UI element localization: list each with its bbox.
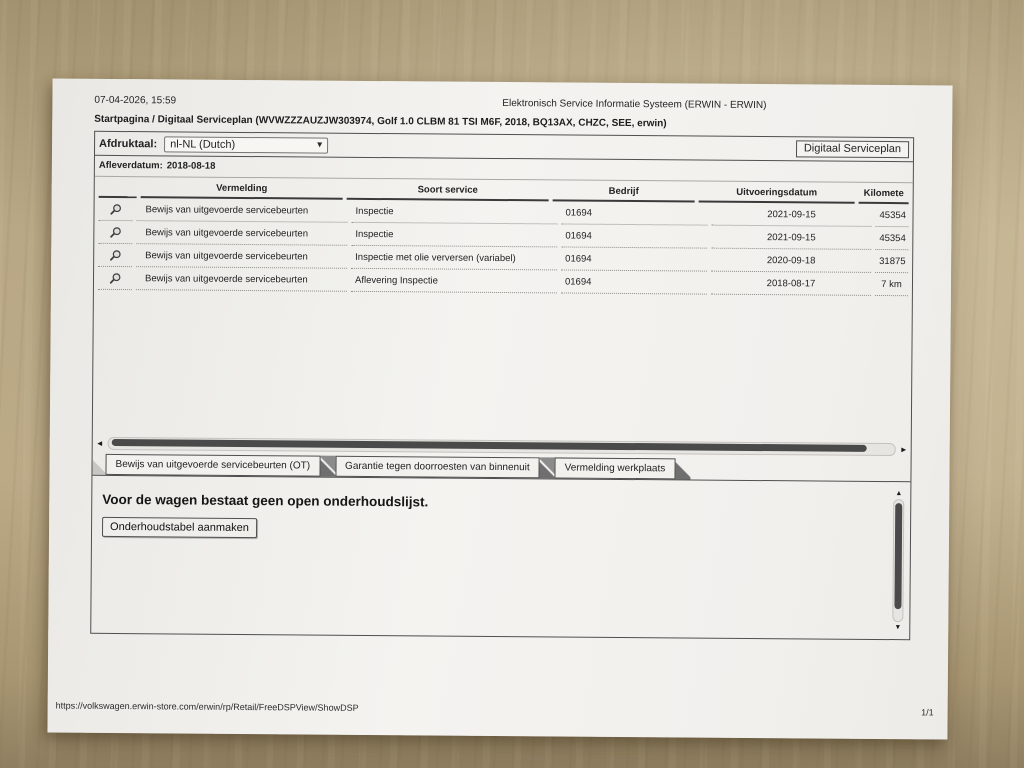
tab-separator (319, 455, 336, 477)
magnifier-icon[interactable] (109, 202, 122, 215)
print-language-label: Afdruktaal: (99, 137, 158, 150)
tab-content-panel: Voor de wagen bestaat geen open onderhou… (91, 474, 911, 640)
cell-uitvoeringsdatum: 2020-09-18 (711, 248, 872, 273)
cell-bedrijf: 01694 (560, 270, 708, 295)
cell-vermelding: Bewijs van uitgevoerde servicebeurten (135, 267, 348, 292)
vertical-scrollbar-track[interactable] (892, 499, 905, 623)
delivery-date-value: 2018-08-18 (166, 160, 216, 172)
magnifier-icon[interactable] (108, 271, 121, 284)
tab-vermelding-werkplaats[interactable]: Vermelding werkplaats (554, 457, 676, 480)
app-title: Digitaal Serviceplan (795, 140, 910, 159)
row-action-cell (97, 266, 133, 291)
print-datetime: 07-04-2026, 15:59 (94, 94, 177, 107)
cell-uitvoeringsdatum: 2021-09-15 (711, 202, 872, 227)
cell-vermelding: Bewijs van uitgevoerde servicebeurten (136, 198, 348, 223)
cell-kilometerstand: 45354 km (875, 203, 909, 228)
cell-soort-service: Inspectie (351, 222, 558, 248)
scroll-down-icon[interactable]: ▼ (894, 624, 902, 632)
chevron-down-icon: ▾ (317, 139, 323, 151)
tab-edge-decoration (675, 458, 691, 480)
horizontal-scrollbar-track[interactable] (107, 436, 896, 457)
column-header-vermelding: Vermelding (140, 177, 343, 200)
system-title: Elektronisch Service Informatie Systeem … (502, 98, 767, 112)
table-row: Bewijs van uitgevoerde servicebeurten In… (94, 197, 912, 228)
tab-label: Vermelding werkplaats (564, 462, 666, 475)
magnifier-icon[interactable] (109, 248, 122, 261)
table-row: Bewijs van uitgevoerde servicebeurten In… (94, 220, 912, 251)
magnifier-icon[interactable] (109, 225, 122, 238)
cell-kilometerstand: 31875 km (875, 249, 909, 274)
print-header: 07-04-2026, 15:59 Elektronisch Service I… (94, 95, 914, 112)
row-action-cell (98, 243, 133, 268)
tab-label: Garantie tegen doorroesten van binnenuit (345, 460, 530, 474)
tab-label: Bewijs van uitgevoerde servicebeurten (O… (115, 458, 311, 472)
scroll-up-icon[interactable]: ▲ (895, 490, 903, 498)
tab-separator (539, 457, 555, 479)
print-language-value: nl-NL (Dutch) (170, 137, 236, 151)
vertical-scrollbar-thumb[interactable] (894, 503, 903, 610)
cell-soort-service: Aflevering Inspectie (350, 268, 558, 294)
print-language-group: Afdruktaal: nl-NL (Dutch) ▾ (99, 135, 329, 154)
cell-bedrijf: 01694 (561, 247, 708, 272)
cell-vermelding: Bewijs van uitgevoerde servicebeurten (136, 221, 348, 246)
column-header-kilometerstand: Kilomete (858, 182, 909, 205)
page-content: 07-04-2026, 15:59 Elektronisch Service I… (47, 78, 952, 739)
row-action-cell (98, 220, 133, 245)
cell-soort-service: Inspectie met olie verversen (variabel) (351, 245, 558, 271)
create-maintenance-table-button[interactable]: Onderhoudstabel aanmaken (101, 516, 257, 539)
scroll-right-icon[interactable]: ► (899, 444, 908, 454)
tab-bewijs-servicebeurten[interactable]: Bewijs van uitgevoerde servicebeurten (O… (105, 453, 321, 477)
table-row: Bewijs van uitgevoerde servicebeurten In… (94, 243, 912, 274)
printed-page: 07-04-2026, 15:59 Elektronisch Service I… (47, 78, 953, 740)
page-number: 1/1 (921, 707, 934, 718)
scroll-left-icon[interactable]: ◄ (95, 438, 104, 448)
column-header-soort-service: Soort service (346, 178, 549, 202)
serviceplan-container: Afdruktaal: nl-NL (Dutch) ▾ Digitaal Ser… (90, 130, 915, 641)
cell-bedrijf: 01694 (561, 224, 708, 249)
column-header-uitvoeringsdatum: Uitvoeringsdatum (698, 181, 855, 204)
cell-soort-service: Inspectie (351, 199, 558, 225)
column-header-bedrijf: Bedrijf (552, 180, 695, 203)
delivery-date-label: Afleverdatum: (98, 159, 163, 172)
print-footer: https://volkswagen.erwin-store.com/erwin… (56, 701, 934, 718)
vertical-scrollbar[interactable]: ▲ ▼ (890, 490, 906, 631)
breadcrumb[interactable]: Startpagina / Digitaal Serviceplan (WVWZ… (94, 113, 667, 130)
cell-uitvoeringsdatum: 2021-09-15 (711, 225, 872, 250)
cell-kilometerstand: 45354 km (875, 226, 909, 251)
no-open-maintenance-message: Voor de wagen bestaat geen open onderhou… (102, 491, 429, 510)
tab-edge-decoration (92, 453, 106, 475)
cell-uitvoeringsdatum: 2018-08-17 (710, 271, 872, 296)
print-language-select[interactable]: nl-NL (Dutch) ▾ (164, 135, 329, 154)
horizontal-scrollbar-thumb[interactable] (111, 438, 867, 452)
table-row: Bewijs van uitgevoerde servicebeurten Af… (94, 266, 912, 297)
row-action-cell (98, 197, 133, 222)
table-empty-area (93, 290, 912, 441)
cell-bedrijf: 01694 (561, 201, 708, 226)
cell-kilometerstand: 7 km (874, 272, 909, 297)
cell-vermelding: Bewijs van uitgevoerde servicebeurten (136, 244, 348, 269)
column-header-actions (98, 187, 137, 199)
tab-garantie-doorroesten[interactable]: Garantie tegen doorroesten van binnenuit (334, 455, 540, 479)
footer-url: https://volkswagen.erwin-store.com/erwin… (55, 700, 359, 713)
